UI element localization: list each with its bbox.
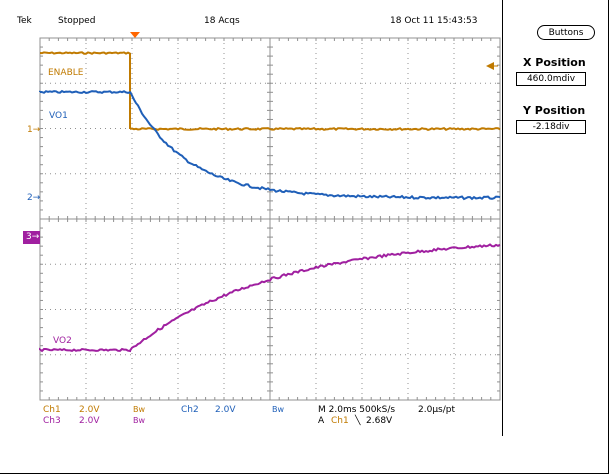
graticule-frame <box>39 37 501 401</box>
ch2-ground-marker[interactable]: 2→ <box>27 193 41 203</box>
trigger-position-marker[interactable] <box>130 32 140 38</box>
ch2-scale: 2.0V <box>215 405 236 415</box>
vo2-label: VO2 <box>53 336 72 346</box>
ch3-scale: 2.0V <box>79 416 100 426</box>
trigger-channel: Ch1 <box>331 416 349 426</box>
ch2-name: Ch2 <box>181 405 199 415</box>
trigger-prefix: A <box>318 416 325 426</box>
ch3-name: Ch3 <box>43 416 61 426</box>
vo1-waveform <box>39 89 501 201</box>
trigger-slope-icon: ╲ <box>355 416 361 426</box>
ch3-ground-marker[interactable]: 3→ <box>26 232 40 242</box>
vo1-label: VO1 <box>49 111 68 121</box>
trigger-level-marker[interactable] <box>486 62 494 70</box>
buttons-button[interactable]: Buttons <box>537 25 595 40</box>
enable-label: ENABLE <box>48 68 84 78</box>
acquisition-state: Stopped <box>58 16 96 26</box>
ch1-name: Ch1 <box>43 405 61 415</box>
acquisition-count: 18 Acqs <box>204 16 240 26</box>
x-position-title: X Position <box>523 56 586 69</box>
date-time: 18 Oct 11 15:43:53 <box>390 16 478 26</box>
y-position-field[interactable]: -2.18div <box>516 120 586 134</box>
side-panel-divider <box>502 0 503 436</box>
trigger-level: 2.68V <box>366 416 393 426</box>
vo2-waveform <box>39 243 501 353</box>
brand-label: Tek <box>17 16 32 26</box>
ch3-bw-limit: Bw <box>133 416 146 425</box>
ch2-bw-limit: Bw <box>272 405 285 414</box>
y-position-title: Y Position <box>523 104 586 117</box>
sample-interval: 2.0µs/pt <box>418 405 456 415</box>
enable-waveform <box>39 51 501 132</box>
x-position-field[interactable]: 460.0mdiv <box>516 72 586 86</box>
timebase-readout: M 2.0ms 500kS/s <box>318 405 396 415</box>
ch1-bw-limit: Bw <box>133 405 146 414</box>
ch1-ground-marker[interactable]: 1→ <box>27 125 41 135</box>
ch3-marker-box[interactable] <box>23 231 40 244</box>
graticule <box>39 37 501 401</box>
ch1-scale: 2.0V <box>79 405 100 415</box>
